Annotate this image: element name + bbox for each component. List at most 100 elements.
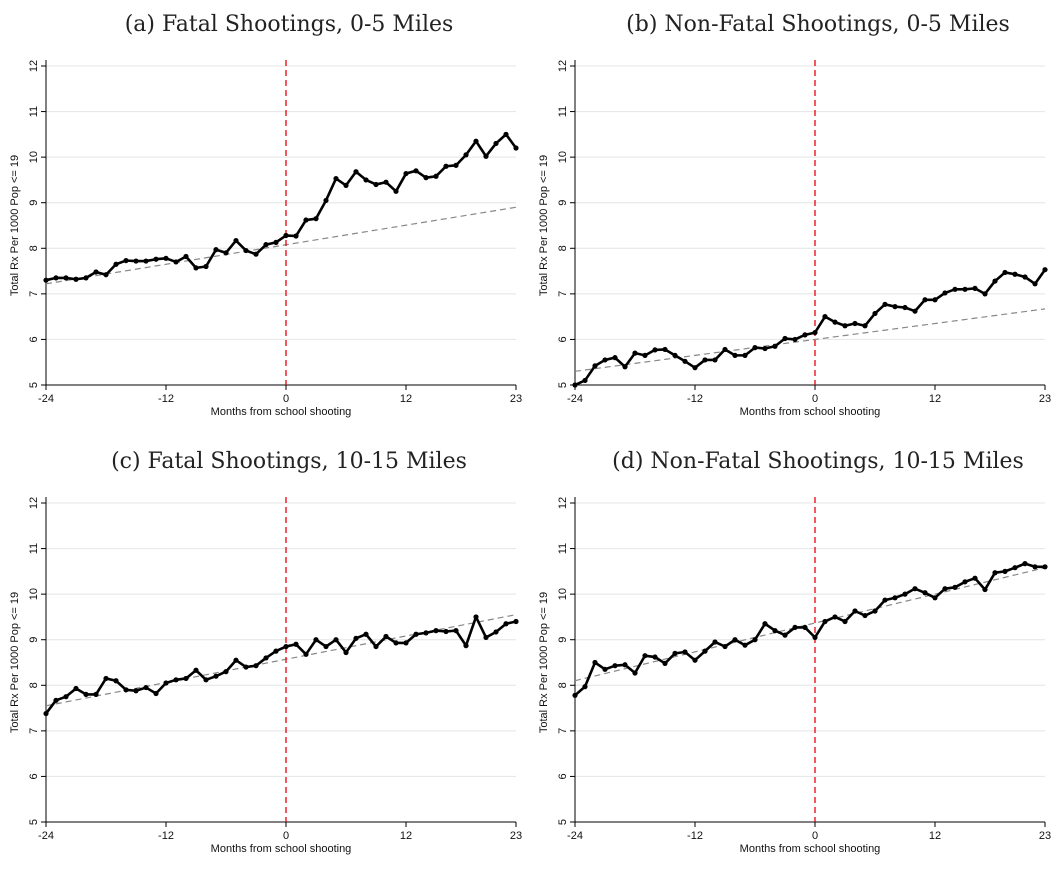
- data-point: [792, 336, 798, 343]
- data-point: [802, 624, 808, 631]
- data-point: [243, 247, 249, 254]
- gridlines: [575, 65, 1045, 386]
- data-point: [682, 358, 688, 364]
- data-point: [872, 608, 878, 614]
- y-tick-label: 5: [557, 382, 569, 388]
- data-point: [832, 319, 838, 325]
- data-point: [63, 694, 69, 700]
- y-tick-label: 12: [557, 60, 569, 72]
- y-tick-label: 6: [557, 336, 569, 342]
- y-tick-label: 5: [557, 819, 569, 825]
- x-tick-label: 12: [400, 393, 412, 405]
- y-tick-label: 6: [557, 773, 569, 779]
- data-point: [183, 253, 189, 260]
- data-point: [163, 680, 169, 686]
- x-tick-label: 12: [929, 393, 941, 405]
- data-point: [612, 355, 618, 361]
- y-tick-label: 9: [28, 200, 40, 206]
- data-point: [43, 710, 49, 717]
- data-point: [503, 131, 509, 137]
- gridlines: [46, 502, 516, 823]
- data-point: [592, 363, 598, 369]
- data-point: [93, 691, 99, 697]
- data-point: [642, 653, 648, 659]
- data-point: [303, 651, 309, 657]
- data-point: [782, 335, 788, 342]
- series-points: [43, 131, 519, 283]
- y-tick-label: 6: [28, 336, 40, 342]
- data-point: [592, 659, 598, 666]
- data-point: [622, 662, 628, 668]
- data-point: [133, 258, 139, 264]
- data-point: [672, 352, 678, 358]
- chart-svg: (c) Fatal Shootings, 10-15 Miles 5 6 7 8 9 10 1…: [9, 449, 522, 855]
- data-point: [363, 177, 369, 183]
- data-point: [203, 677, 209, 683]
- series-points: [572, 267, 1048, 388]
- y-tick-label: 11: [28, 543, 40, 554]
- data-point: [383, 633, 389, 640]
- data-point: [443, 163, 449, 169]
- x-axis-label: Months from school shooting: [740, 843, 881, 855]
- data-point: [692, 365, 698, 371]
- gridlines: [46, 65, 516, 386]
- data-point: [842, 618, 848, 625]
- x-tick-label: 23: [510, 393, 522, 405]
- data-point: [513, 145, 519, 151]
- data-point: [183, 675, 189, 682]
- data-point: [742, 352, 748, 358]
- data-point: [932, 297, 938, 303]
- data-point: [922, 297, 928, 303]
- y-tick-label: 9: [557, 637, 569, 643]
- data-point: [712, 639, 718, 645]
- data-point: [952, 286, 958, 292]
- y-tick-label: 11: [28, 106, 40, 117]
- data-point: [143, 684, 149, 691]
- data-point: [163, 255, 169, 261]
- data-point: [173, 677, 179, 683]
- data-point: [133, 688, 139, 694]
- data-point: [862, 323, 868, 329]
- data-point: [393, 640, 399, 646]
- data-point: [582, 377, 588, 384]
- data-point: [483, 634, 489, 641]
- x-tick-label: -24: [38, 830, 54, 842]
- data-point: [323, 197, 329, 204]
- data-point: [912, 586, 918, 592]
- data-point: [113, 261, 119, 267]
- y-tick-label: 12: [28, 60, 40, 72]
- data-point: [1002, 568, 1008, 574]
- data-point: [772, 628, 778, 634]
- data-point: [493, 140, 499, 147]
- x-tick-label: 23: [1039, 393, 1051, 405]
- data-point: [83, 275, 89, 281]
- series-line: [44, 133, 518, 282]
- data-point: [333, 637, 339, 643]
- panel-d: (d) Non-Fatal Shootings, 10-15 Miles 5 6 7 8…: [529, 437, 1058, 874]
- data-point: [213, 247, 219, 253]
- x-axis-label: Months from school shooting: [211, 406, 352, 418]
- data-point: [722, 643, 728, 650]
- data-point: [283, 643, 289, 650]
- trend-line: [45, 614, 517, 707]
- data-point: [892, 595, 898, 601]
- x-tick-label: -12: [158, 830, 174, 842]
- y-tick-label: 5: [28, 819, 40, 825]
- y-tick-label: 11: [557, 543, 569, 554]
- data-point: [473, 138, 479, 144]
- data-point: [453, 162, 459, 168]
- chart-title: (a) Fatal Shootings, 0-5 Miles: [125, 12, 454, 37]
- data-point: [73, 685, 79, 692]
- x-tick-label: -12: [158, 393, 174, 405]
- data-point: [992, 278, 998, 284]
- y-tick-label: 12: [557, 497, 569, 509]
- data-point: [962, 286, 968, 292]
- data-point: [822, 314, 828, 320]
- x-tick-label: -24: [38, 393, 54, 405]
- y-tick-label: 6: [28, 773, 40, 779]
- data-point: [393, 188, 399, 194]
- data-point: [1022, 561, 1028, 567]
- data-point: [842, 323, 848, 329]
- data-point: [882, 597, 888, 603]
- x-tick-label: -12: [687, 393, 703, 405]
